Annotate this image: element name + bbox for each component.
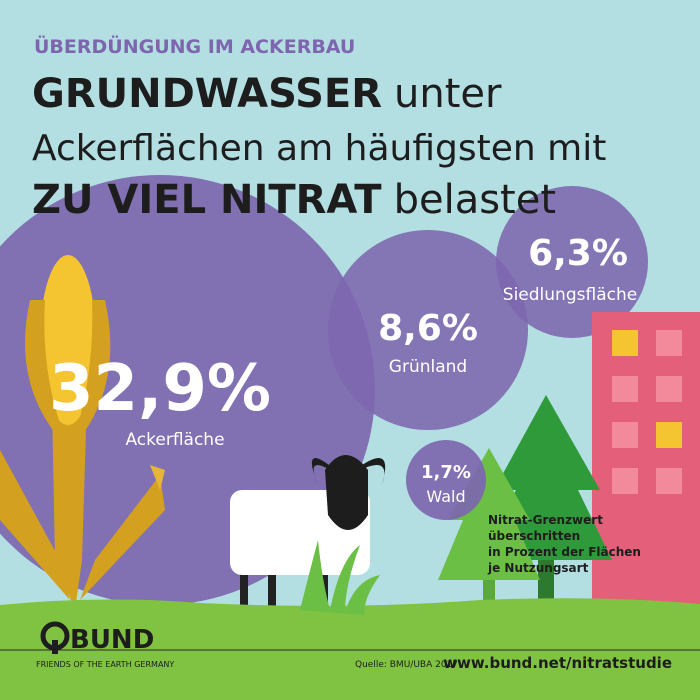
corn (0, 255, 165, 610)
source: Quelle: BMU/UBA 2017 (355, 660, 458, 670)
sheep (230, 455, 386, 615)
title-line-3: ZU VIEL NITRAT belastet (32, 177, 556, 223)
title-line-1: GRUNDWASSER unter (32, 71, 502, 117)
bubble-siedlung (496, 186, 648, 338)
note-line: je Nutzungsart (487, 561, 589, 575)
kicker: ÜBERDÜNGUNG IM ACKERBAU (34, 34, 355, 58)
bubble-label: Grünland (389, 357, 467, 377)
bubble-value: 6,3% (528, 233, 628, 274)
note-line: in Prozent der Flächen (488, 545, 641, 559)
note-line: Nitrat-Grenzwert (488, 513, 603, 527)
title-bold: GRUNDWASSER (32, 71, 382, 117)
grass (300, 540, 380, 615)
bubble-value: 32,9% (49, 352, 271, 426)
title-rest: belastet (394, 177, 556, 223)
title-bold: ZU VIEL NITRAT (32, 177, 382, 223)
bubble-wald (406, 440, 486, 520)
logo-sub: FRIENDS OF THE EARTH GERMANY (36, 660, 174, 669)
logo: BUND (70, 625, 154, 655)
legend-note: Nitrat-Grenzwert überschritten in Prozen… (487, 513, 641, 575)
bubble-label: Siedlungsfläche (503, 285, 637, 305)
bubble-label: Ackerfläche (125, 430, 224, 450)
ground (0, 598, 700, 700)
url: www.bund.net/nitratstudie (443, 654, 672, 672)
bubble-value: 1,7% (421, 462, 471, 483)
trees (438, 395, 612, 610)
title-line-2: Ackerflächen am häufigsten mit (32, 128, 606, 169)
title-rest: unter (394, 71, 502, 117)
bubble-value: 8,6% (378, 308, 478, 349)
bubble-gruenland (328, 230, 528, 430)
logo-mark (52, 640, 58, 654)
note-line: überschritten (488, 529, 580, 543)
bubble-label: Wald (426, 487, 465, 506)
building (592, 312, 700, 612)
